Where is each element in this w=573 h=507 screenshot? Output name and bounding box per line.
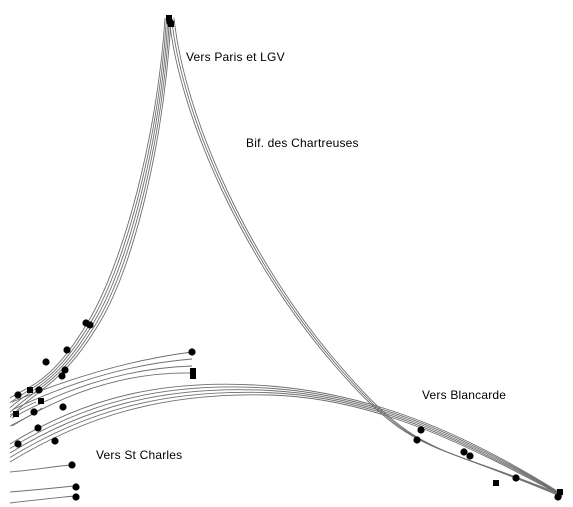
track-corner: [9, 495, 75, 504]
track-bottom-arch: [9, 386, 563, 495]
signal-right: [554, 493, 562, 501]
label-vers-blancarde: Vers Blancarde: [422, 388, 507, 402]
signal-corner: [68, 461, 76, 469]
signal-right: [460, 448, 468, 456]
signal-left: [51, 437, 59, 445]
track-right-leg: [173, 17, 563, 498]
signal-corner: [72, 493, 80, 501]
signal-left: [35, 386, 43, 394]
signal-markers: [13, 15, 563, 501]
signal-left: [13, 411, 19, 417]
signal-right: [557, 489, 563, 495]
signal-left: [59, 403, 67, 411]
track-bottom-arch: [9, 391, 563, 496]
signal-left: [58, 372, 66, 380]
track-st-charles-lines: [11, 358, 193, 411]
signal-right: [417, 426, 425, 434]
track-bottom-arch: [9, 394, 563, 497]
track-corner: [9, 407, 43, 427]
signal-corner: [72, 483, 80, 491]
signal-left: [42, 358, 50, 366]
signal-top: [168, 21, 174, 27]
track-left-leg: [9, 17, 167, 404]
signal-right: [493, 480, 499, 486]
signal-left: [34, 424, 42, 432]
signal-left: [63, 346, 71, 354]
track-lines: [9, 17, 563, 504]
track-right-leg: [171, 17, 563, 497]
track-corner: [9, 464, 73, 473]
signal-right: [512, 474, 520, 482]
signal-top: [166, 15, 172, 21]
track-right-leg: [168, 17, 563, 496]
signal-mid: [190, 373, 196, 379]
signal-left: [86, 321, 94, 329]
signal-mid: [188, 348, 196, 356]
label-vers-paris: Vers Paris et LGV: [186, 50, 285, 64]
track-left-leg: [9, 17, 170, 413]
signal-left: [30, 408, 38, 416]
signal-left: [27, 387, 33, 393]
signal-left: [61, 366, 69, 374]
track-left-leg: [9, 17, 166, 399]
signal-right: [466, 452, 474, 460]
track-left-leg: [9, 17, 172, 418]
label-bif-chartreuses: Bif. des Chartreuses: [246, 136, 359, 150]
signal-left: [14, 391, 22, 399]
label-vers-st-charles: Vers St Charles: [96, 448, 183, 462]
track-st-charles-lines: [11, 365, 193, 419]
signal-mid: [190, 368, 196, 374]
track-st-charles-lines: [11, 351, 193, 403]
track-bottom-arch: [9, 383, 563, 495]
track-left-leg: [9, 17, 169, 408]
signal-left: [14, 440, 22, 448]
signal-right: [413, 436, 421, 444]
track-corner: [9, 401, 37, 416]
track-corner: [9, 485, 75, 493]
track-bottom-arch: [9, 389, 563, 496]
signal-left: [38, 398, 44, 404]
